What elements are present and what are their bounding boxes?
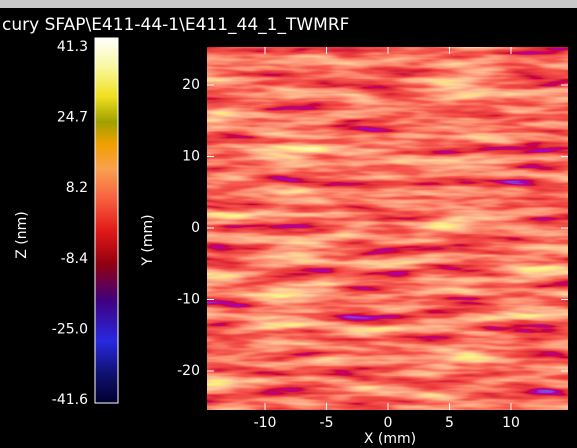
colorbar bbox=[94, 37, 119, 404]
x-tick-label: 10 bbox=[502, 415, 520, 431]
y-tick-label: -20 bbox=[177, 363, 200, 379]
x-tick-label: 0 bbox=[384, 415, 393, 431]
colorbar-tick-label: -41.6 bbox=[52, 392, 88, 408]
x-axis-label: X (mm) bbox=[364, 431, 416, 447]
colorbar-tick-label: -25.0 bbox=[52, 321, 88, 337]
x-tick-label: 5 bbox=[445, 415, 454, 431]
x-tick-label: -5 bbox=[320, 415, 334, 431]
height-map bbox=[207, 47, 568, 410]
window-title: cury SFAP\E411-44-1\E411_44_1_TWMRF bbox=[2, 15, 349, 35]
colorbar-tick-label: 41.3 bbox=[57, 39, 88, 55]
colorbar-tick-label: -8.4 bbox=[61, 251, 88, 267]
x-tick-label: -10 bbox=[254, 415, 277, 431]
window-frame bbox=[0, 0, 577, 8]
y-axis-label: Y (mm) bbox=[140, 214, 156, 266]
y-tick-label: -10 bbox=[177, 292, 200, 308]
colorbar-label: Z (nm) bbox=[14, 211, 30, 258]
colorbar-tick-label: 8.2 bbox=[66, 180, 88, 196]
colorbar-tick-label: 24.7 bbox=[57, 110, 88, 126]
y-tick-label: 10 bbox=[182, 149, 200, 165]
y-tick-label: 20 bbox=[182, 77, 200, 93]
y-tick-label: 0 bbox=[191, 220, 200, 236]
